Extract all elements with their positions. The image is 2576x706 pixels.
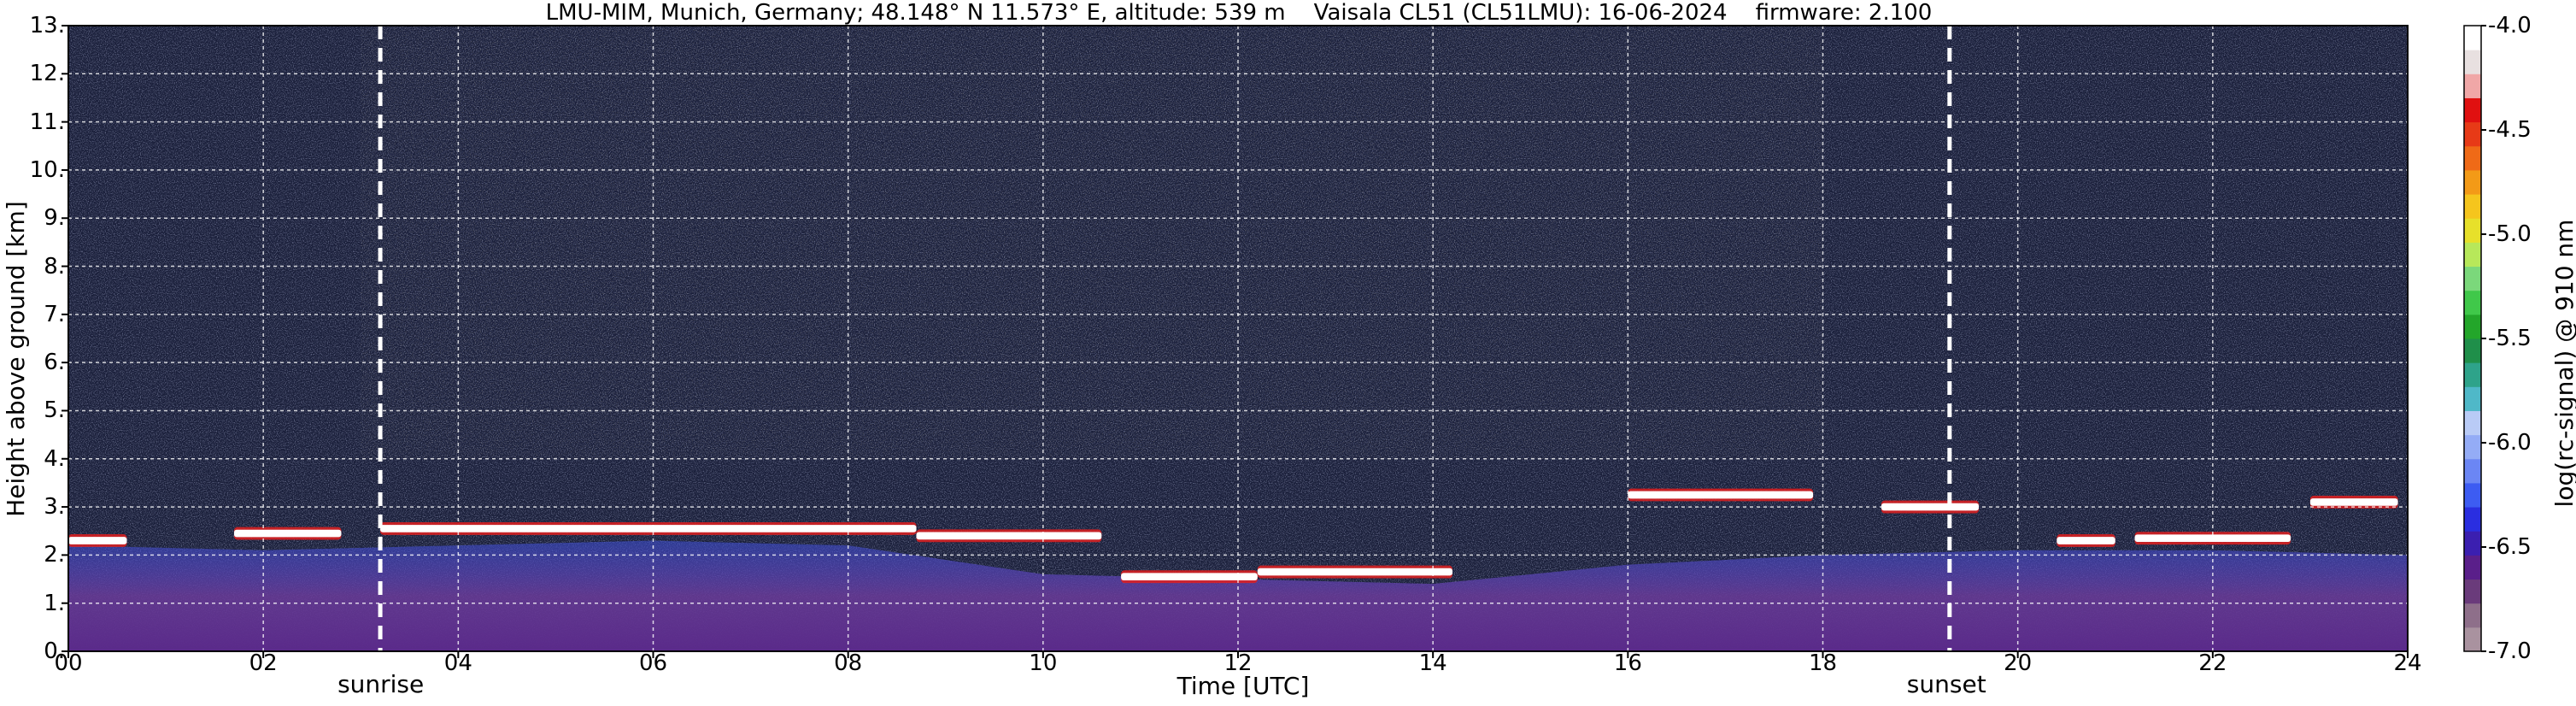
y-tick-label: 2. xyxy=(44,542,65,568)
x-tick-label: 12 xyxy=(1223,650,1253,676)
colorbar-tick-label: -6.5 xyxy=(2488,534,2532,560)
colorbar-tick-label: -5.5 xyxy=(2488,326,2532,351)
colorbar-segment xyxy=(2464,169,2481,195)
colorbar-segment xyxy=(2464,74,2481,98)
signal-noise-daytime xyxy=(361,26,1823,459)
colorbar-segment xyxy=(2464,555,2481,580)
sunset-label: sunset xyxy=(1906,670,1986,698)
y-tick-label: 12. xyxy=(29,61,65,87)
colorbar-segment xyxy=(2464,266,2481,291)
x-tick-label: 24 xyxy=(2393,650,2422,676)
cloud-core-6 xyxy=(1257,568,1452,576)
y-tick-label: 7. xyxy=(44,301,65,327)
cloud-core-1 xyxy=(68,537,127,544)
cloud-core-11 xyxy=(2309,498,2398,506)
colorbar-tick-label: -7.0 xyxy=(2488,638,2532,664)
colorbar-segment xyxy=(2464,194,2481,219)
cloud-core-7 xyxy=(1628,491,1814,499)
cloud-core-3 xyxy=(380,525,917,532)
cloud-core-4 xyxy=(916,532,1102,540)
x-tick-label: 06 xyxy=(638,650,668,676)
colorbar-segment xyxy=(2464,579,2481,604)
colorbar-tick-label: -4.0 xyxy=(2488,13,2532,38)
colorbar-segment xyxy=(2464,627,2481,652)
cloud-core-9 xyxy=(2057,537,2115,544)
colorbar-segment xyxy=(2464,145,2481,171)
colorbar-segment xyxy=(2464,531,2481,556)
y-tick-label: 3. xyxy=(44,494,65,521)
x-axis-label: Time [UTC] xyxy=(1177,672,1310,700)
cloud-core-5 xyxy=(1121,573,1258,581)
colorbar-segment xyxy=(2464,50,2481,74)
y-tick-label: 1. xyxy=(44,590,65,616)
y-tick-label: 4. xyxy=(44,445,65,472)
colorbar-segment xyxy=(2464,26,2481,50)
colorbar-tick-label: -4.5 xyxy=(2488,117,2532,143)
colorbar-segment xyxy=(2464,410,2481,436)
y-tick-label: 8. xyxy=(44,253,65,279)
x-tick-label: 04 xyxy=(443,650,472,676)
x-tick-label: 14 xyxy=(1418,650,1447,676)
cloud-core-2 xyxy=(233,529,342,538)
sunrise-label: sunrise xyxy=(337,670,425,698)
colorbar-segment xyxy=(2464,314,2481,339)
colorbar-segment xyxy=(2464,218,2481,243)
y-tick-label: 10. xyxy=(29,156,65,183)
x-tick-label: 22 xyxy=(2198,650,2227,676)
x-tick-label: 00 xyxy=(54,650,83,676)
cloud-core-10 xyxy=(2134,534,2291,543)
y-tick-label: 5. xyxy=(44,397,65,424)
colorbar-segment xyxy=(2464,482,2481,508)
x-tick-label: 08 xyxy=(834,650,863,676)
colorbar-segment xyxy=(2464,242,2481,268)
colorbar-tick-label: -5.0 xyxy=(2488,221,2532,247)
colorbar-segment xyxy=(2464,97,2481,123)
colorbar-segment xyxy=(2464,121,2481,147)
chart-title: LMU-MIM, Munich, Germany; 48.148° N 11.5… xyxy=(545,0,1933,26)
colorbar-tick-label: -6.0 xyxy=(2488,430,2532,456)
colorbar-segment xyxy=(2464,362,2481,387)
colorbar-segment xyxy=(2464,290,2481,315)
colorbar-segment xyxy=(2464,603,2481,628)
x-tick-label: 20 xyxy=(2004,650,2033,676)
x-tick-label: 10 xyxy=(1029,650,1058,676)
x-tick-label: 18 xyxy=(1808,650,1838,676)
colorbar-segment xyxy=(2464,458,2481,484)
colorbar-segment xyxy=(2464,434,2481,460)
colorbar-segment xyxy=(2464,386,2481,411)
colorbar-segment xyxy=(2464,507,2481,532)
y-tick-label: 6. xyxy=(44,350,65,376)
y-tick-label: 13. xyxy=(29,13,65,38)
y-tick-label: 11. xyxy=(29,109,65,135)
y-tick-label: 9. xyxy=(44,205,65,232)
y-tick-label: 0. xyxy=(44,638,65,664)
colorbar-label: log(rc-signal) @ 910 nm xyxy=(2550,219,2576,508)
x-tick-label: 16 xyxy=(1613,650,1642,676)
x-tick-label: 02 xyxy=(249,650,278,676)
colorbar-segment xyxy=(2464,338,2481,363)
